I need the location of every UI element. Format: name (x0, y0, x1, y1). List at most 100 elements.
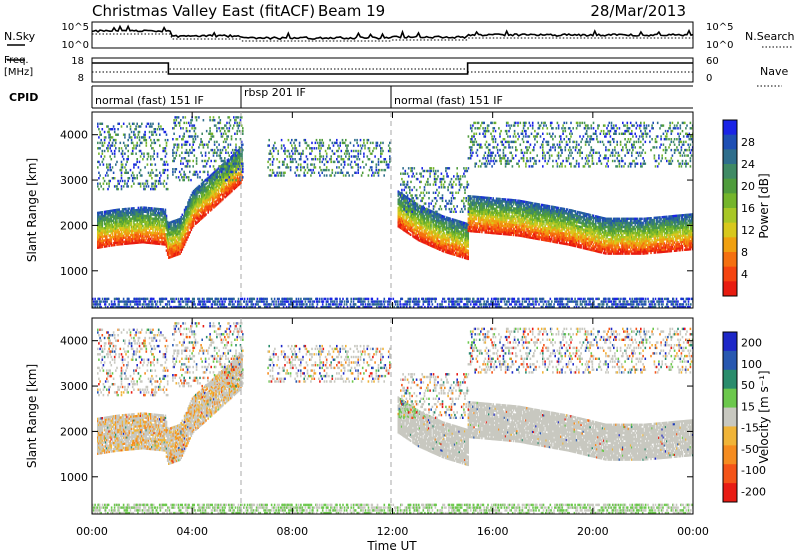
power-cell (444, 238, 447, 241)
power-cell (468, 219, 471, 222)
power-cell (184, 212, 187, 215)
power-cell (513, 201, 516, 204)
power-cell (152, 229, 154, 233)
power-cell (216, 195, 219, 198)
power-cell (240, 173, 242, 176)
power-cell (170, 255, 172, 259)
power-cell (180, 236, 182, 239)
cpid-segment-1: normal (fast) 151 IF (95, 94, 204, 107)
power-cell (107, 220, 109, 223)
power-cell (587, 225, 589, 228)
power-cell (138, 231, 141, 234)
power-cell (459, 253, 462, 256)
power-cell (451, 238, 454, 241)
power-cell (493, 201, 496, 204)
power-cell (124, 212, 126, 215)
power-cell (597, 238, 599, 241)
power-cell (104, 233, 107, 236)
power-cell (584, 237, 587, 240)
power-cell (397, 190, 400, 193)
power-cell (553, 238, 555, 241)
power-cell (595, 235, 597, 238)
power-cell (191, 199, 194, 203)
power-cell (522, 231, 525, 234)
power-cell (444, 220, 447, 223)
power-cell (198, 184, 200, 188)
power-cell (422, 236, 424, 240)
power-cell (235, 169, 238, 172)
power-cell (157, 216, 160, 219)
power-cell (455, 251, 457, 255)
power-cell (208, 208, 211, 211)
power-cell (599, 224, 602, 227)
power-cell (535, 235, 537, 238)
power-cell (139, 226, 142, 230)
power-cell (469, 227, 472, 231)
power-cell (456, 254, 458, 257)
power-cell (461, 253, 464, 257)
power-cell (441, 229, 444, 232)
power-cell (518, 201, 520, 205)
power-cell (496, 218, 499, 221)
power-cell (101, 243, 104, 247)
power-cell (496, 224, 499, 227)
power-cell (520, 232, 523, 236)
power-cell (489, 196, 491, 200)
power-cell (597, 217, 599, 221)
power-cell (538, 225, 541, 229)
power-cell (101, 233, 104, 236)
power-cell (147, 237, 150, 240)
power-cell (467, 241, 469, 244)
power-cell (152, 242, 154, 245)
power-cell (191, 193, 194, 196)
power-cell (574, 214, 577, 217)
power-cell (455, 241, 457, 245)
power-cell (498, 224, 500, 227)
power-cell (558, 215, 561, 218)
power-cell (511, 211, 514, 214)
power-cell (204, 185, 206, 189)
power-cell (546, 206, 549, 210)
power-cell (211, 180, 214, 184)
power-cell (216, 197, 219, 200)
power-cell (119, 224, 122, 228)
power-cell (97, 213, 99, 217)
power-cell (175, 239, 178, 242)
power-cell (431, 236, 433, 240)
power-cell (191, 211, 194, 215)
power-cell (127, 230, 129, 233)
power-cell (560, 215, 562, 218)
power-cell (223, 180, 225, 184)
power-cell (219, 167, 222, 170)
power-cell (207, 199, 209, 202)
power-cell (413, 223, 415, 226)
power-cell (213, 198, 215, 201)
power-cell (558, 233, 561, 236)
power-cell (223, 192, 225, 196)
power-cell (134, 239, 136, 243)
power-cell (192, 204, 195, 207)
power-cell (225, 176, 228, 179)
power-cell (127, 236, 129, 239)
power-cell (144, 214, 146, 218)
power-cell (604, 241, 606, 245)
power-cell (527, 233, 529, 237)
power-cell (545, 206, 547, 209)
power-cell (482, 210, 484, 213)
power-cell (597, 244, 599, 247)
power-cell (218, 199, 221, 202)
power-cell (429, 209, 431, 212)
power-cell (576, 243, 579, 246)
power-cell (495, 209, 498, 213)
power-cell (435, 218, 438, 221)
power-cell (236, 156, 239, 159)
power-cell (181, 242, 184, 245)
power-cell (492, 205, 494, 208)
power-cell (580, 217, 582, 221)
power-cell (527, 207, 529, 210)
power-cell (133, 217, 135, 220)
power-cell (100, 227, 102, 230)
power-cell (476, 224, 479, 227)
power-cell (98, 213, 100, 216)
power-cell (169, 235, 171, 239)
